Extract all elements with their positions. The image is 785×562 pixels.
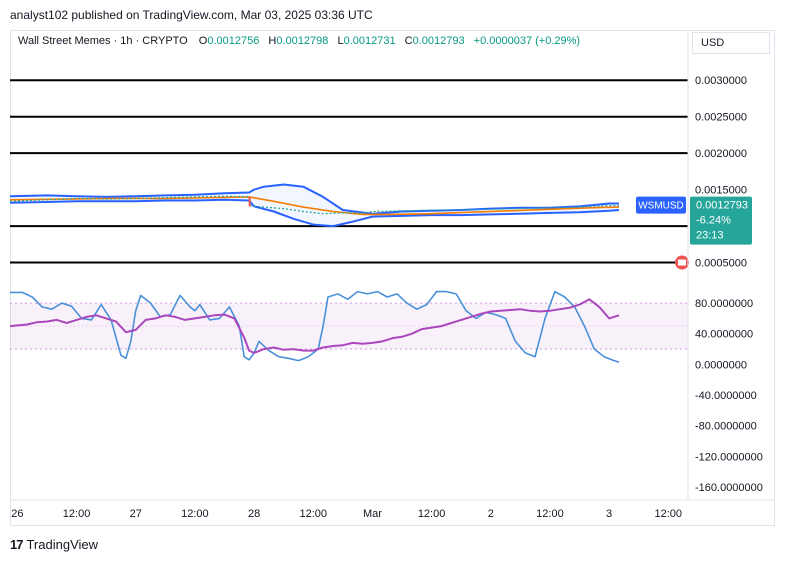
stoch-axis-tick: -160.0000000 (695, 482, 763, 494)
symbol-label[interactable]: Wall Street Memes · 1h · CRYPTO (18, 35, 188, 47)
stoch-band-fill (10, 303, 688, 350)
time-axis-tick: 3 (606, 508, 612, 520)
stoch-axis-tick: -80.0000000 (695, 421, 757, 433)
close-value: 0.0012793 (412, 35, 465, 47)
price-badge (690, 196, 752, 245)
time-axis-tick: 12:00 (63, 508, 91, 520)
time-axis-tick: Mar (363, 508, 382, 520)
time-axis-tick: 2 (488, 508, 494, 520)
alert-flag-icon-inner (678, 259, 686, 266)
publisher-caption: analyst102 published on TradingView.com,… (10, 8, 373, 22)
time-axis-tick: 12:00 (299, 508, 327, 520)
lower-band-line[interactable] (9, 198, 620, 228)
time-axis-tick: 12:00 (536, 508, 564, 520)
stoch-k-line[interactable] (10, 290, 620, 363)
time-axis-tick: 27 (130, 508, 142, 520)
price-axis-tick: 0.0030000 (695, 75, 747, 87)
stoch-axis-tick: 80.0000000 (695, 298, 753, 310)
price-badge-change: -6.24% (696, 215, 731, 227)
close-label: C (404, 35, 413, 47)
open-label: O (198, 35, 208, 47)
price-badge-value: 0.0012793 (696, 200, 748, 212)
band-fill (10, 184, 619, 227)
brand-label: TradingView (26, 537, 99, 552)
price-axis-tick: 0.0005000 (695, 258, 747, 270)
price-axis-tick: 0.0025000 (695, 112, 747, 124)
high-label: H (268, 35, 277, 47)
upper-band-line[interactable] (9, 183, 619, 215)
ohlc-legend: Wall Street Memes · 1h · CRYPTO O0.00127… (18, 35, 580, 47)
time-axis-tick: 12:00 (181, 508, 209, 520)
chart-frame (10, 30, 775, 526)
open-value: 0.0012756 (207, 35, 260, 47)
price-badge-countdown: 23:13 (696, 230, 724, 242)
stoch-axis-tick: -120.0000000 (695, 451, 763, 463)
low-value: 0.0012731 (343, 35, 396, 47)
stoch-axis-tick: -40.0000000 (695, 390, 757, 402)
time-axis-tick: 12:00 (655, 508, 683, 520)
time-axis-tick: 26 (11, 508, 23, 520)
tradingview-logo-icon: 17 (10, 537, 24, 552)
price-axis-tick: 0.0015000 (695, 185, 747, 197)
moving-average-line[interactable] (9, 196, 620, 216)
time-axis-tick: 12:00 (418, 508, 446, 520)
price-line[interactable] (9, 195, 619, 215)
ticker-badge-label: WSMUSD (638, 201, 684, 212)
tradingview-logo[interactable]: 17 TradingView (10, 537, 98, 552)
currency-selector[interactable]: USD (692, 32, 770, 54)
low-label: L (337, 35, 344, 47)
ticker-badge[interactable] (636, 196, 686, 214)
stoch-axis-tick: 40.0000000 (695, 329, 753, 341)
stoch-axis-tick: 0.0000000 (695, 359, 747, 371)
change-value: +0.0000037 (+0.29%) (473, 35, 581, 47)
price-axis-tick: 0.0020000 (695, 148, 747, 160)
high-value: 0.0012798 (276, 35, 329, 47)
stoch-d-line[interactable] (9, 298, 620, 354)
time-axis-tick: 28 (248, 508, 260, 520)
